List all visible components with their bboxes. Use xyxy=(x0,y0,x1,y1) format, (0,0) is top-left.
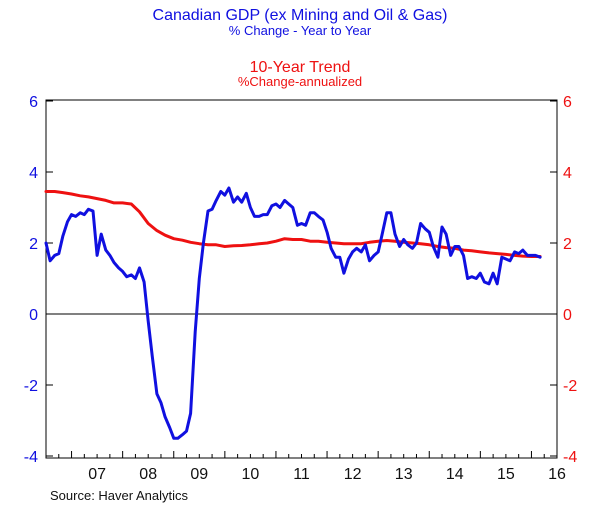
trend-title: 10-Year Trend xyxy=(250,59,351,76)
y-tick-label-right: 2 xyxy=(563,236,572,253)
y-tick-label-left: 2 xyxy=(29,236,38,253)
y-axis-ticks: 6 4 2 0 -2 -4 6 4 2 0 -2 -4 xyxy=(24,94,578,466)
x-tick-label: 13 xyxy=(395,466,413,483)
x-tick-label: 11 xyxy=(293,466,310,483)
chart-title: Canadian GDP (ex Mining and Oil & Gas) xyxy=(153,7,448,24)
y-tick-label-left: 4 xyxy=(29,165,38,182)
y-tick-label-right: 6 xyxy=(563,94,572,111)
chart-subtitle: % Change - Year to Year xyxy=(229,23,372,38)
y-tick-label-right: 4 xyxy=(563,165,572,182)
trend-series-line xyxy=(44,190,542,258)
x-tick-label: 09 xyxy=(190,466,208,483)
x-tick-label: 08 xyxy=(139,466,157,483)
x-tick-label: 12 xyxy=(344,466,362,483)
gdp-series-line xyxy=(44,186,542,440)
x-tick-label: 14 xyxy=(446,466,464,483)
source-note: Source: Haver Analytics xyxy=(50,488,189,503)
y-tick-label-right: -2 xyxy=(563,378,577,395)
series-lines xyxy=(44,186,542,440)
plot-frame xyxy=(45,99,558,459)
x-tick-label: 16 xyxy=(548,466,566,483)
y-tick-label-left: 0 xyxy=(29,307,38,324)
y-tick-label-left: 6 xyxy=(29,94,38,111)
x-axis-ticks: 07 08 09 10 11 12 13 14 15 16 xyxy=(58,451,566,483)
x-tick-label: 07 xyxy=(88,466,106,483)
x-tick-label: 10 xyxy=(242,466,260,483)
y-tick-label-left: -4 xyxy=(24,449,38,466)
x-tick-label: 15 xyxy=(497,466,515,483)
y-tick-label-right: -4 xyxy=(563,449,577,466)
trend-subtitle: %Change-annualized xyxy=(238,74,362,89)
y-tick-label-left: -2 xyxy=(24,378,38,395)
y-tick-label-right: 0 xyxy=(563,307,572,324)
